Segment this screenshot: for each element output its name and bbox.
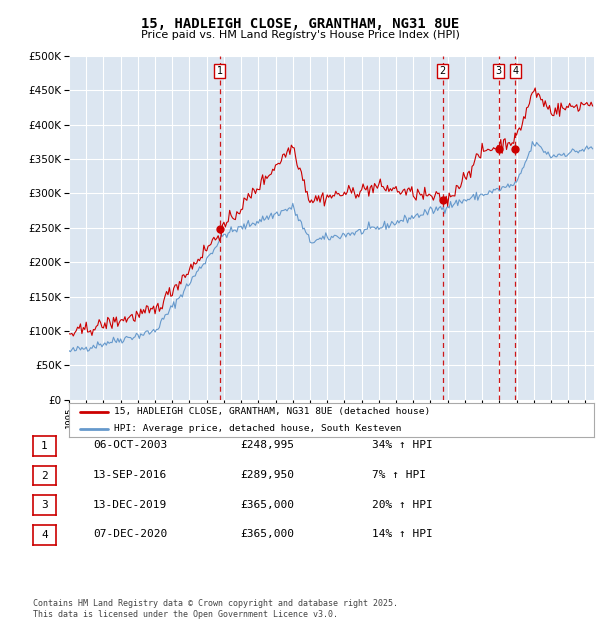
Text: 2: 2: [440, 66, 446, 76]
Text: 4: 4: [41, 530, 48, 540]
Text: 1: 1: [217, 66, 223, 76]
Text: 3: 3: [41, 500, 48, 510]
Text: £365,000: £365,000: [240, 529, 294, 539]
Text: 15, HADLEIGH CLOSE, GRANTHAM, NG31 8UE: 15, HADLEIGH CLOSE, GRANTHAM, NG31 8UE: [141, 17, 459, 31]
Text: 14% ↑ HPI: 14% ↑ HPI: [372, 529, 433, 539]
Text: 34% ↑ HPI: 34% ↑ HPI: [372, 440, 433, 450]
Text: 3: 3: [496, 66, 502, 76]
Text: 1: 1: [41, 441, 48, 451]
Text: 06-OCT-2003: 06-OCT-2003: [93, 440, 167, 450]
Text: 20% ↑ HPI: 20% ↑ HPI: [372, 500, 433, 510]
Text: Price paid vs. HM Land Registry's House Price Index (HPI): Price paid vs. HM Land Registry's House …: [140, 30, 460, 40]
Text: 13-SEP-2016: 13-SEP-2016: [93, 470, 167, 480]
Text: 2: 2: [41, 471, 48, 480]
Text: HPI: Average price, detached house, South Kesteven: HPI: Average price, detached house, Sout…: [113, 424, 401, 433]
Text: Contains HM Land Registry data © Crown copyright and database right 2025.
This d: Contains HM Land Registry data © Crown c…: [33, 600, 398, 619]
Text: 13-DEC-2019: 13-DEC-2019: [93, 500, 167, 510]
Text: 7% ↑ HPI: 7% ↑ HPI: [372, 470, 426, 480]
Text: £365,000: £365,000: [240, 500, 294, 510]
Text: 15, HADLEIGH CLOSE, GRANTHAM, NG31 8UE (detached house): 15, HADLEIGH CLOSE, GRANTHAM, NG31 8UE (…: [113, 407, 430, 416]
Text: 07-DEC-2020: 07-DEC-2020: [93, 529, 167, 539]
Text: 4: 4: [512, 66, 518, 76]
Text: £289,950: £289,950: [240, 470, 294, 480]
Text: £248,995: £248,995: [240, 440, 294, 450]
